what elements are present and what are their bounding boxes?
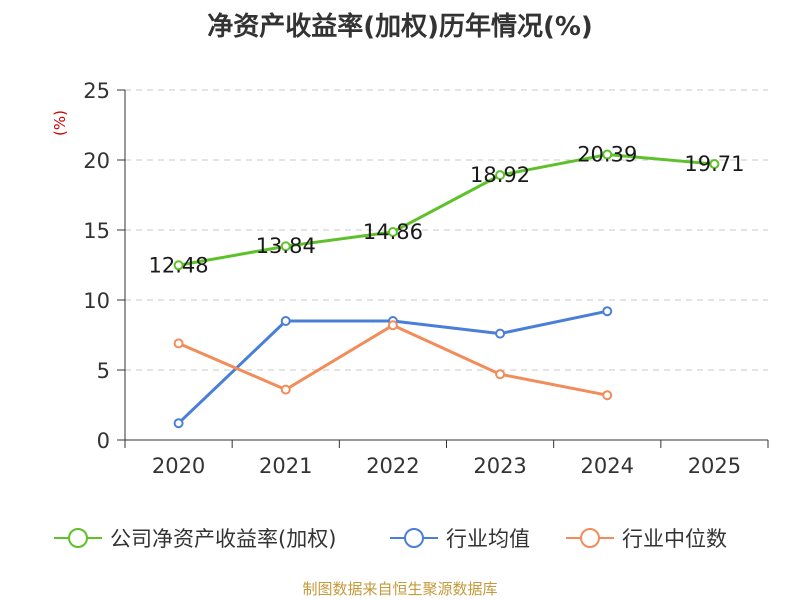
data-point (495, 170, 506, 181)
legend-label: 公司净资产收益率(加权) (110, 527, 337, 551)
y-tick-label: 20 (83, 149, 110, 173)
data-point (173, 418, 184, 429)
legend-label: 行业中位数 (622, 527, 727, 551)
x-tick-label: 2022 (366, 454, 419, 478)
data-point (173, 338, 184, 349)
data-point (387, 226, 398, 237)
data-label: 12.48 (149, 253, 209, 277)
data-point (280, 241, 291, 252)
y-tick-label: 15 (83, 219, 110, 243)
data-point (280, 384, 291, 395)
legend-marker-icon (54, 528, 102, 548)
data-point (173, 260, 184, 271)
y-tick-label: 10 (83, 289, 110, 313)
legend-marker-icon (390, 528, 438, 548)
y-tick-label: 5 (97, 359, 110, 383)
x-tick-label: 2021 (259, 454, 312, 478)
legend-item-industry-median[interactable]: 行业中位数 (566, 518, 727, 558)
chart-title: 净资产收益率(加权)历年情况(%) (207, 12, 593, 42)
data-point (495, 328, 506, 339)
data-point (495, 369, 506, 380)
data-source-note: 制图数据来自恒生聚源数据库 (302, 580, 498, 598)
gridlines (125, 89, 768, 371)
x-tick-label: 2024 (581, 454, 634, 478)
legend: 公司净资产收益率(加权) 行业均值 行业中位数 (0, 518, 800, 558)
data-point (709, 159, 720, 170)
x-tick-label: 2023 (473, 454, 526, 478)
company-roe-line (178, 153, 715, 267)
data-point (280, 316, 291, 326)
data-point (602, 149, 613, 160)
legend-marker-icon (566, 528, 614, 548)
data-point (387, 320, 398, 331)
data-point (602, 306, 613, 317)
y-tick-label: 25 (83, 79, 110, 103)
data-point (602, 390, 613, 401)
data-label: 18.92 (470, 163, 530, 187)
y-tick-label: 0 (97, 429, 110, 453)
x-tick-label: 2025 (688, 454, 741, 478)
data-label: 13.84 (256, 234, 316, 258)
legend-item-industry-mean[interactable]: 行业均值 (390, 518, 530, 558)
x-tick-label: 2020 (152, 454, 205, 478)
legend-label: 行业均值 (446, 527, 530, 551)
data-label: 19.71 (684, 152, 744, 176)
data-labels: 12.48 13.84 14.86 18.92 20.39 19.71 (149, 143, 745, 278)
data-label: 14.86 (363, 220, 423, 244)
legend-item-company-roe[interactable]: 公司净资产收益率(加权) (54, 518, 336, 558)
data-label: 20.39 (577, 143, 637, 167)
series-group (173, 149, 720, 429)
